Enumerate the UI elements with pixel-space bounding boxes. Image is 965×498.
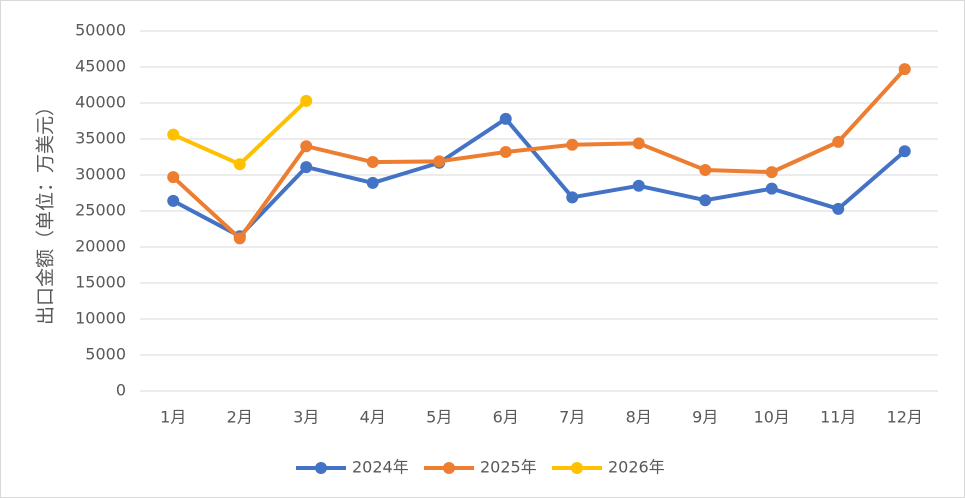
data-point <box>699 163 712 176</box>
x-tick-label: 12月 <box>887 408 923 427</box>
data-point <box>300 161 313 174</box>
y-axis-label: 出口金额（单位：万美元） <box>35 97 57 325</box>
legend-marker <box>315 462 327 474</box>
data-point <box>832 135 845 148</box>
x-tick-label: 8月 <box>626 408 652 427</box>
data-point <box>632 179 645 192</box>
data-point <box>366 156 379 169</box>
x-tick-label: 3月 <box>293 408 319 427</box>
data-point <box>566 191 579 204</box>
x-tick-label: 11月 <box>820 408 856 427</box>
data-point <box>566 138 579 151</box>
legend-label: 2024年 <box>352 458 409 477</box>
y-tick-label: 5000 <box>85 345 126 364</box>
data-point <box>699 194 712 207</box>
legend-label: 2025年 <box>480 458 537 477</box>
x-tick-label: 7月 <box>559 408 585 427</box>
data-point <box>499 145 512 158</box>
series-line <box>171 67 907 241</box>
data-point <box>433 155 446 168</box>
x-tick-label: 9月 <box>692 408 718 427</box>
y-tick-label: 30000 <box>75 165 126 184</box>
data-point <box>300 140 313 153</box>
y-tick-label: 35000 <box>75 129 126 148</box>
legend-marker <box>443 462 455 474</box>
legend-marker <box>571 462 583 474</box>
series-line <box>172 116 907 239</box>
y-tick-label: 25000 <box>75 201 126 220</box>
data-point <box>366 176 379 189</box>
y-tick-label: 0 <box>116 381 126 400</box>
x-tick-label: 2月 <box>227 408 253 427</box>
x-tick-label: 1月 <box>160 408 186 427</box>
y-tick-label: 15000 <box>75 273 126 292</box>
x-tick-label: 10月 <box>754 408 790 427</box>
data-point <box>499 112 512 125</box>
data-point <box>233 158 246 171</box>
data-point <box>167 171 180 184</box>
data-point <box>898 145 911 158</box>
y-tick-label: 40000 <box>75 93 126 112</box>
y-tick-label: 20000 <box>75 237 126 256</box>
x-tick-label: 5月 <box>426 408 452 427</box>
data-point <box>233 232 246 245</box>
data-point <box>898 63 911 76</box>
data-point <box>167 194 180 207</box>
y-tick-label: 50000 <box>75 21 126 40</box>
data-point <box>632 137 645 150</box>
x-tick-label: 4月 <box>360 408 386 427</box>
data-point <box>765 182 778 195</box>
y-tick-label: 45000 <box>75 57 126 76</box>
data-point <box>167 128 180 141</box>
data-point <box>832 202 845 215</box>
y-tick-label: 10000 <box>75 309 126 328</box>
data-point <box>300 94 313 107</box>
data-point <box>765 166 778 179</box>
legend-label: 2026年 <box>608 458 665 477</box>
x-tick-label: 6月 <box>493 408 519 427</box>
